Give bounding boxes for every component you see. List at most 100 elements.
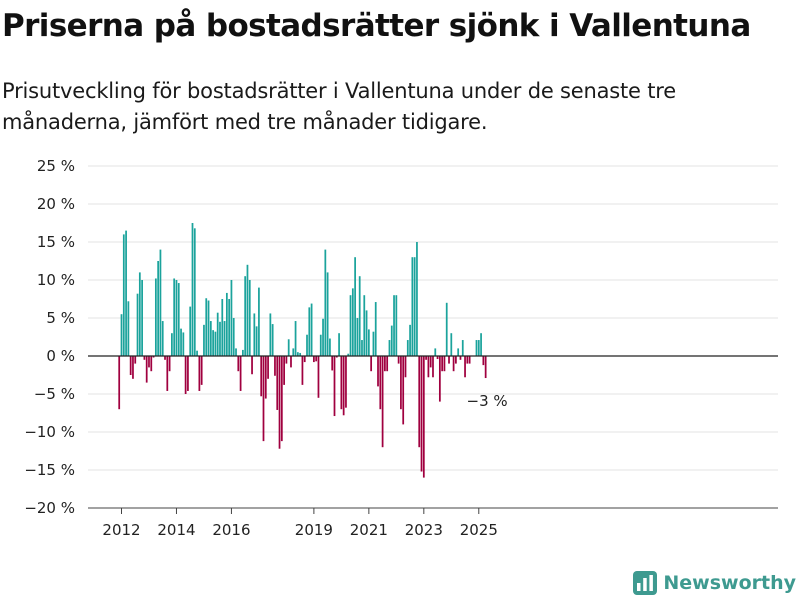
bar [127,301,130,356]
bars [118,223,487,478]
bar [191,223,194,356]
bar [301,356,304,385]
bar [349,295,352,356]
bar [164,356,166,360]
y-tick-label: 20 % [37,195,75,213]
bar [354,257,356,356]
bar [225,292,228,356]
bar [294,321,297,356]
bar [248,280,251,356]
bar [338,333,340,356]
bar [262,356,265,442]
bar [150,356,153,372]
x-tick-label: 2012 [102,521,140,539]
bar [251,356,253,375]
y-tick-label: −5 % [34,385,75,403]
bar [258,287,260,356]
bar [319,334,322,356]
bar [193,228,196,356]
bar [406,340,409,356]
y-tick-label: 15 % [37,233,75,251]
bar [418,356,421,448]
bar [287,339,290,356]
bar [306,334,308,356]
bar [438,356,441,402]
bar [285,356,288,364]
bar [132,356,134,379]
x-tick-label: 2019 [295,521,333,539]
bar [274,356,276,376]
bar [166,356,169,391]
bar [296,352,299,356]
x-tick-label: 2023 [405,521,443,539]
bar [313,356,315,363]
bar [397,356,400,364]
chart-subtitle: Prisutveckling för bostadsrätter i Valle… [2,79,676,134]
y-tick-label: −15 % [24,461,75,479]
bar [278,356,281,449]
bar [484,356,487,379]
bar [464,356,466,378]
bar [242,349,244,356]
bar [416,242,418,356]
bar [310,303,313,356]
bar [374,302,377,356]
bar [404,356,407,378]
x-axis-ticks: 2012 2014 2016 2019 2021 2023 2025 [102,508,498,539]
bar [267,356,269,379]
bar [445,302,448,356]
bar [317,356,320,398]
bar [246,264,249,356]
bar [221,299,224,356]
bar [459,356,462,360]
bar-chart-icon [633,571,658,595]
last-value-label: −3 % [467,392,508,410]
bar [432,356,434,378]
bar [381,356,384,448]
bar [134,356,137,364]
bar [351,288,354,356]
bar [253,313,256,356]
bar [434,348,437,356]
bar [455,356,457,364]
bar [148,356,150,368]
gridlines [88,165,778,509]
x-tick-label: 2025 [460,521,498,539]
bar [457,348,460,356]
bar [159,249,162,356]
bar [125,230,127,356]
bar [477,340,480,356]
bar [154,278,157,356]
bar [475,340,478,356]
bar [292,348,295,356]
bar [379,356,382,410]
bar [209,321,212,356]
bar [212,330,214,356]
bar [393,295,395,356]
bar [409,324,411,356]
bar [214,331,217,356]
bar [175,280,178,356]
bar [203,324,205,356]
bar [466,356,469,364]
bar [436,356,439,360]
bar [260,356,263,397]
bar [244,276,247,356]
bar [448,356,450,364]
bar [177,283,180,356]
bar [184,356,187,394]
bar [269,313,272,356]
bar [342,356,345,416]
brand-name: Newsworthy [663,572,796,594]
bar [173,278,176,356]
bar [395,295,398,356]
y-tick-label: 25 % [37,157,75,175]
bar [157,261,160,356]
bar [118,356,121,410]
bar [228,299,231,356]
bar [143,356,146,360]
bar [299,352,302,356]
bar [386,356,389,372]
bar [271,324,274,356]
bar [333,356,336,417]
